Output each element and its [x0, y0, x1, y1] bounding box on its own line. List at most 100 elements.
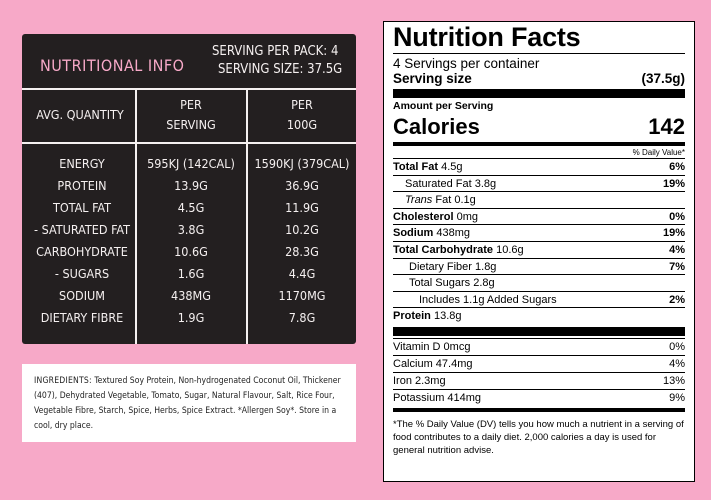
- vitamin-label: Potassium 414mg: [393, 391, 482, 404]
- ingredients-label: INGREDIENTS:: [34, 376, 92, 386]
- nutritional-info-panel: NUTRITIONAL INFO SERVING PER PACK: 4 SER…: [22, 34, 356, 344]
- divider: [393, 326, 685, 336]
- vitamin-pct: 0%: [669, 340, 685, 353]
- total-fat-value: 4.5g: [441, 161, 463, 173]
- per-100g: 4.4G: [288, 266, 316, 281]
- nutrient-name: SODIUM: [59, 288, 105, 303]
- nutrient-name: ENERGY: [59, 156, 105, 171]
- added-sugars-label: Includes 1.1g Added Sugars: [419, 293, 557, 306]
- nutrient-name: PROTEIN: [57, 178, 107, 193]
- sodium-value: 438mg: [436, 227, 471, 240]
- vitamin-label: Calcium 47.4mg: [393, 357, 473, 370]
- amount-per-serving: Amount per Serving: [393, 100, 494, 112]
- per-100g: 36.9G: [285, 178, 319, 193]
- ingredients-box: INGREDIENTS: Textured Soy Protein, Non-h…: [22, 364, 356, 442]
- per-serving: 1.6G: [177, 266, 205, 281]
- servings-per-container: 4 Servings per container: [393, 56, 540, 71]
- per-100g: 7.8G: [288, 310, 316, 325]
- fiber-label: Dietary Fiber 1.8g: [409, 260, 497, 273]
- trans-label: Trans: [405, 194, 433, 207]
- col-header-quantity: AVG. QUANTITY: [36, 107, 124, 122]
- per-100g: 1170MG: [278, 288, 326, 303]
- vitamin-row: Vitamin D 0mcg 0%: [393, 337, 685, 355]
- col-header-100g-2: 100G: [286, 117, 318, 132]
- table-row: CARBOHYDRATE 10.6G 28.3G: [22, 244, 356, 265]
- table-row: - SUGARS 1.6G 4.4G: [22, 266, 356, 287]
- divider: [135, 88, 137, 344]
- calories-row: Calories 142: [393, 114, 685, 140]
- vitamin-pct: 4%: [669, 357, 685, 370]
- per-100g: 28.3G: [285, 244, 319, 259]
- total-fat-label: Total Fat: [393, 161, 439, 173]
- per-serving: 10.6G: [174, 244, 208, 259]
- divider: [393, 89, 685, 98]
- protein-label: Protein: [393, 310, 431, 323]
- added-sugars-row: Includes 1.1g Added Sugars 2%: [393, 290, 685, 308]
- vitamin-pct: 13%: [662, 374, 685, 387]
- per-serving: 595KJ (142CAL): [147, 156, 235, 171]
- sodium-row: Sodium 438mg 19%: [393, 224, 685, 241]
- cholesterol-value: 0mg: [456, 210, 478, 223]
- carbohydrate-pct: 4%: [669, 243, 685, 256]
- per-100g: 10.2G: [285, 222, 319, 237]
- vitamin-pct: 9%: [669, 391, 685, 404]
- protein-row: Protein 13.8g: [393, 307, 685, 324]
- per-100g: 11.9G: [285, 200, 319, 215]
- serving-size-value: (37.5g): [641, 71, 685, 86]
- col-header-100g-1: PER: [291, 97, 313, 112]
- added-sugars-pct: 2%: [669, 293, 685, 306]
- nutrient-name: - SUGARS: [54, 266, 110, 281]
- fiber-pct: 7%: [669, 260, 685, 273]
- nutrient-name: DIETARY FIBRE: [40, 310, 124, 325]
- nutrition-facts-label: Nutrition Facts 4 Servings per container…: [383, 21, 695, 482]
- table-row: SODIUM 438MG 1170MG: [22, 288, 356, 309]
- sodium-pct: 19%: [662, 227, 685, 240]
- serving-size: SERVING SIZE: 37.5G: [218, 62, 343, 77]
- total-fat-pct: 6%: [669, 161, 685, 173]
- serving-size-row: Serving size (37.5g): [393, 71, 685, 86]
- serving-per-pack: SERVING PER PACK: 4: [212, 44, 339, 59]
- fiber-row: Dietary Fiber 1.8g 7%: [393, 257, 685, 275]
- per-serving: 13.9G: [174, 178, 208, 193]
- calories-label: Calories: [393, 114, 480, 139]
- carbohydrate-row: Total Carbohydrate 10.6g 4%: [393, 240, 685, 258]
- trans-fat-row: Trans Fat 0.1g: [393, 191, 685, 208]
- per-100g: 1590KJ (379CAL): [254, 156, 350, 171]
- ingredients-text: Textured Soy Protein, Non-hydrogenated C…: [34, 376, 341, 431]
- divider: [22, 142, 356, 144]
- protein-value: 13.8g: [433, 310, 462, 323]
- serving-size-label: Serving size: [393, 71, 472, 86]
- divider: [393, 53, 685, 54]
- sodium-label: Sodium: [393, 227, 434, 240]
- per-serving: 3.8G: [177, 222, 205, 237]
- table-row: - SATURATED FAT 3.8G 10.2G: [22, 222, 356, 243]
- daily-value-header: % Daily Value*: [632, 148, 685, 157]
- total-fat-row: Total Fat 4.5g 6%: [393, 158, 685, 175]
- nutrient-name: - SATURATED FAT: [34, 222, 130, 237]
- vitamin-row: Iron 2.3mg 13%: [393, 371, 685, 389]
- carbohydrate-value: 10.6g: [496, 243, 524, 256]
- per-serving: 1.9G: [177, 310, 205, 325]
- carbohydrate-label: Total Carbohydrate: [393, 243, 494, 256]
- per-serving: 4.5G: [177, 200, 205, 215]
- calories-value: 142: [648, 114, 685, 139]
- col-header-serving-2: SERVING: [166, 117, 216, 132]
- saturated-fat-label: Saturated Fat 3.8g: [405, 177, 497, 190]
- table-row: DIETARY FIBRE 1.9G 7.8G: [22, 310, 356, 331]
- table-row: TOTAL FAT 4.5G 11.9G: [22, 200, 356, 221]
- table-row: PROTEIN 13.9G 36.9G: [22, 178, 356, 199]
- col-header-serving-1: PER: [180, 97, 202, 112]
- facts-title: Nutrition Facts: [393, 22, 581, 52]
- trans-fat-label: Fat 0.1g: [435, 194, 476, 207]
- sugars-row: Total Sugars 2.8g: [393, 274, 685, 291]
- nutrient-name: TOTAL FAT: [52, 200, 112, 215]
- saturated-fat-pct: 19%: [662, 177, 685, 190]
- panel-title: NUTRITIONAL INFO: [40, 56, 185, 75]
- cholesterol-label: Cholesterol: [393, 210, 454, 223]
- saturated-fat-row: Saturated Fat 3.8g 19%: [393, 174, 685, 192]
- vitamin-label: Vitamin D 0mcg: [393, 340, 471, 353]
- footnote: *The % Daily Value (DV) tells you how mu…: [393, 418, 684, 456]
- per-serving: 438MG: [171, 288, 211, 303]
- vitamin-row: Potassium 414mg 9%: [393, 388, 685, 406]
- cholesterol-pct: 0%: [669, 210, 685, 223]
